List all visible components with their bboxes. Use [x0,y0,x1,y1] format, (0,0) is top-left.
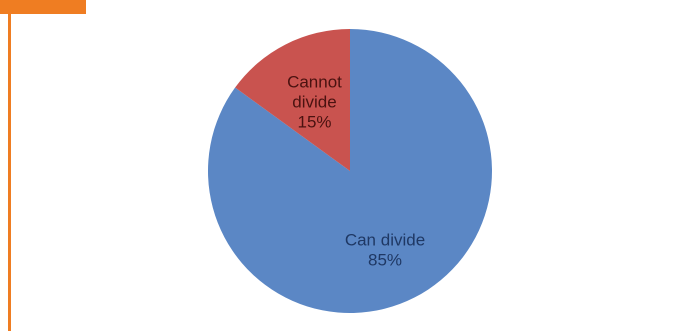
accent-corner-block [0,0,86,14]
pie-slices [207,28,492,313]
cannot-divide-value-label: 15% [297,112,331,131]
cannot-divide-name-label: Cannot [287,72,342,91]
slice-cannot-divide [235,28,350,171]
can-divide-name-label: Can divide [345,230,425,249]
slice-can-divide [207,29,492,313]
cannot-divide-name-label: divide [292,92,336,111]
accent-left-bar [8,0,11,331]
can-divide-value-label: 85% [368,250,402,269]
